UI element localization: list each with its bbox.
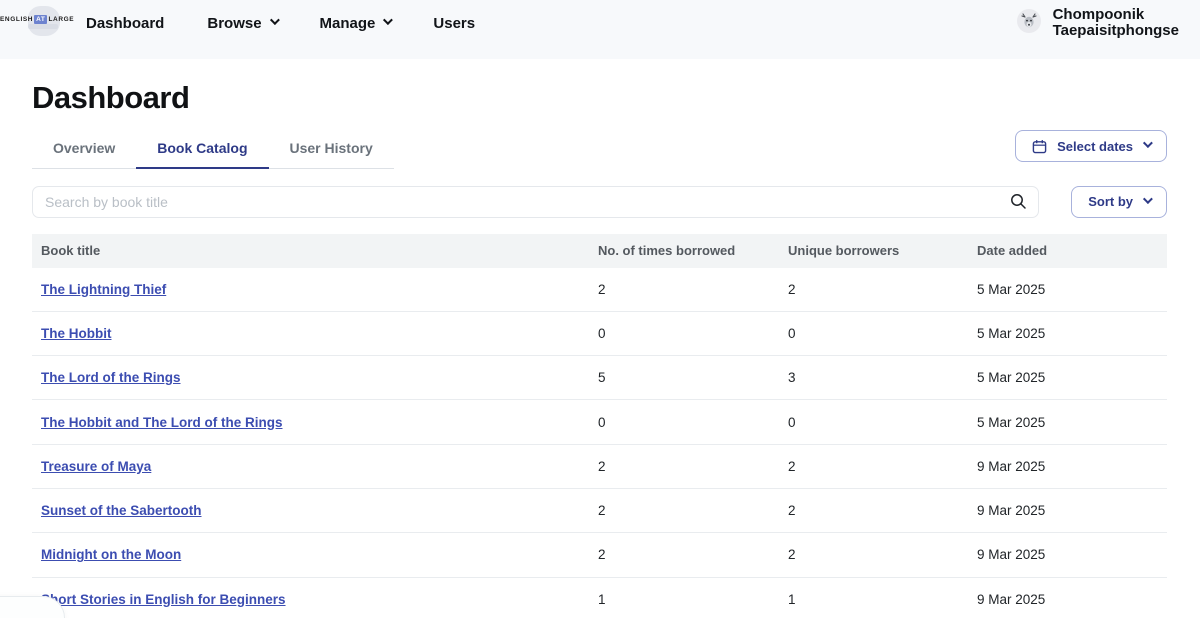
nav-browse-label: Browse — [207, 14, 262, 32]
user-menu[interactable]: Chompoonik Taepaisitphongse — [1016, 7, 1179, 39]
date-added-cell: 5 Mar 2025 — [977, 370, 1046, 386]
table-row: Treasure of Maya 2 2 9 Mar 2025 — [32, 445, 1167, 489]
book-title-cell: Sunset of the Sabertooth — [41, 503, 598, 518]
times-borrowed-cell: 2 — [598, 281, 606, 297]
column-header-book-title: Book title — [41, 243, 101, 258]
unique-borrowers-cell: 1 — [788, 591, 796, 607]
date-added-cell: 9 Mar 2025 — [977, 503, 1046, 519]
times-borrowed-cell: 5 — [598, 370, 606, 386]
search-icon[interactable] — [1010, 193, 1027, 210]
table-header-row: Book title No. of times borrowed Unique … — [32, 233, 1167, 268]
logo-word-at: AT — [34, 15, 48, 24]
book-title-link[interactable]: Midnight on the Moon — [41, 547, 182, 563]
times-borrowed-cell: 2 — [598, 458, 606, 474]
table-row: The Hobbit 0 0 5 Mar 2025 — [32, 312, 1167, 357]
tab-user-history[interactable]: User History — [289, 140, 373, 156]
sort-by-button[interactable]: Sort by — [1071, 185, 1167, 218]
date-added-cell: 9 Mar 2025 — [977, 591, 1046, 607]
times-borrowed-cell: 1 — [598, 591, 606, 607]
logo-wordmark: ENGLISH AT LARGE — [0, 15, 74, 24]
date-added-cell: 5 Mar 2025 — [977, 281, 1046, 297]
book-title-cell: Treasure of Maya — [41, 459, 598, 474]
book-title-cell: Midnight on the Moon — [41, 547, 598, 562]
select-dates-label: Select dates — [1057, 138, 1133, 154]
unique-borrowers-cell: 2 — [788, 281, 796, 297]
column-header-date-added: Date added — [977, 243, 1048, 258]
book-title-link[interactable]: The Lightning Thief — [41, 281, 167, 297]
top-nav-bar: ENGLISH AT LARGE Dashboard Browse Manage… — [0, 0, 1200, 59]
times-borrowed-cell: 2 — [598, 547, 606, 563]
logo-word-large: LARGE — [48, 16, 75, 23]
table-row: Sunset of the Sabertooth 2 2 9 Mar 2025 — [32, 489, 1167, 534]
book-title-cell: The Lightning Thief — [41, 282, 598, 297]
unique-borrowers-cell: 2 — [788, 458, 796, 474]
logo-tagline — [28, 24, 58, 29]
book-title-link[interactable]: Treasure of Maya — [41, 458, 152, 474]
table-row: The Hobbit and The Lord of the Rings 0 0… — [32, 400, 1167, 445]
book-title-cell: The Hobbit — [41, 326, 598, 341]
times-borrowed-cell: 0 — [598, 414, 606, 430]
column-header-unique-borrowers: Unique borrowers — [788, 243, 900, 258]
chevron-down-icon — [1142, 138, 1153, 149]
nav-dashboard-label: Dashboard — [86, 14, 165, 32]
user-name-line1: Chompoonik — [1052, 6, 1145, 23]
book-catalog-table: Book title No. of times borrowed Unique … — [32, 233, 1167, 618]
search-input[interactable] — [32, 185, 1039, 218]
book-title-link[interactable]: Sunset of the Sabertooth — [41, 503, 202, 519]
unique-borrowers-cell: 3 — [788, 370, 796, 386]
main-content: Dashboard Overview Book Catalog User His… — [0, 80, 1200, 618]
book-title-link[interactable]: The Hobbit — [41, 325, 112, 341]
book-title-link[interactable]: The Hobbit and The Lord of the Rings — [41, 414, 283, 430]
tab-bar: Overview Book Catalog User History — [32, 130, 394, 169]
tab-book-catalog[interactable]: Book Catalog — [136, 130, 269, 169]
logo-word-english: ENGLISH — [0, 16, 34, 23]
calendar-icon — [1032, 139, 1047, 153]
tab-overview[interactable]: Overview — [53, 140, 116, 156]
sort-by-label: Sort by — [1088, 194, 1133, 209]
controls-row: Sort by — [32, 185, 1167, 218]
date-added-cell: 9 Mar 2025 — [977, 458, 1046, 474]
table-row: Short Stories in English for Beginners 1… — [32, 578, 1167, 618]
unique-borrowers-cell: 0 — [788, 325, 796, 341]
book-title-cell: The Lord of the Rings — [41, 370, 598, 385]
unique-borrowers-cell: 0 — [788, 414, 796, 430]
chevron-down-icon — [383, 15, 394, 26]
english-at-large-logo[interactable]: ENGLISH AT LARGE — [0, 2, 74, 42]
book-title-link[interactable]: The Lord of the Rings — [41, 370, 181, 386]
select-dates-button[interactable]: Select dates — [1015, 130, 1167, 162]
date-added-cell: 5 Mar 2025 — [977, 414, 1046, 430]
book-title-cell: The Hobbit and The Lord of the Rings — [41, 415, 598, 430]
corner-overlay-edge — [0, 596, 65, 618]
page-title: Dashboard — [32, 80, 190, 115]
chevron-down-icon — [1142, 193, 1153, 204]
date-added-cell: 9 Mar 2025 — [977, 547, 1046, 563]
table-row: The Lightning Thief 2 2 5 Mar 2025 — [32, 268, 1167, 312]
times-borrowed-cell: 2 — [598, 503, 606, 519]
chevron-down-icon — [269, 15, 280, 26]
tabs-row: Overview Book Catalog User History Selec… — [32, 130, 1167, 169]
nav-manage-label: Manage — [319, 14, 376, 32]
avatar — [1016, 9, 1041, 33]
times-borrowed-cell: 0 — [598, 325, 606, 341]
table-body: The Lightning Thief 2 2 5 Mar 2025 The H… — [32, 268, 1167, 618]
nav-users-label: Users — [433, 14, 476, 32]
nav-item-manage[interactable]: Manage — [319, 10, 394, 36]
book-title-link[interactable]: Short Stories in English for Beginners — [41, 591, 286, 607]
user-name-line2: Taepaisitphongse — [1052, 22, 1179, 39]
table-row: Midnight on the Moon 2 2 9 Mar 2025 — [32, 533, 1167, 578]
book-title-cell: Short Stories in English for Beginners — [41, 592, 598, 607]
table-row: The Lord of the Rings 5 3 5 Mar 2025 — [32, 356, 1167, 401]
primary-nav: Dashboard Browse Manage Users — [86, 10, 475, 36]
nav-item-browse[interactable]: Browse — [207, 10, 280, 36]
column-header-times-borrowed: No. of times borrowed — [598, 243, 736, 258]
unique-borrowers-cell: 2 — [788, 547, 796, 563]
unique-borrowers-cell: 2 — [788, 503, 796, 519]
search-bar — [32, 185, 1039, 218]
nav-item-users[interactable]: Users — [433, 10, 475, 36]
nav-item-dashboard[interactable]: Dashboard — [86, 10, 164, 36]
date-added-cell: 5 Mar 2025 — [977, 325, 1046, 341]
deer-avatar-icon — [1021, 13, 1037, 28]
user-name: Chompoonik Taepaisitphongse — [1053, 7, 1179, 39]
